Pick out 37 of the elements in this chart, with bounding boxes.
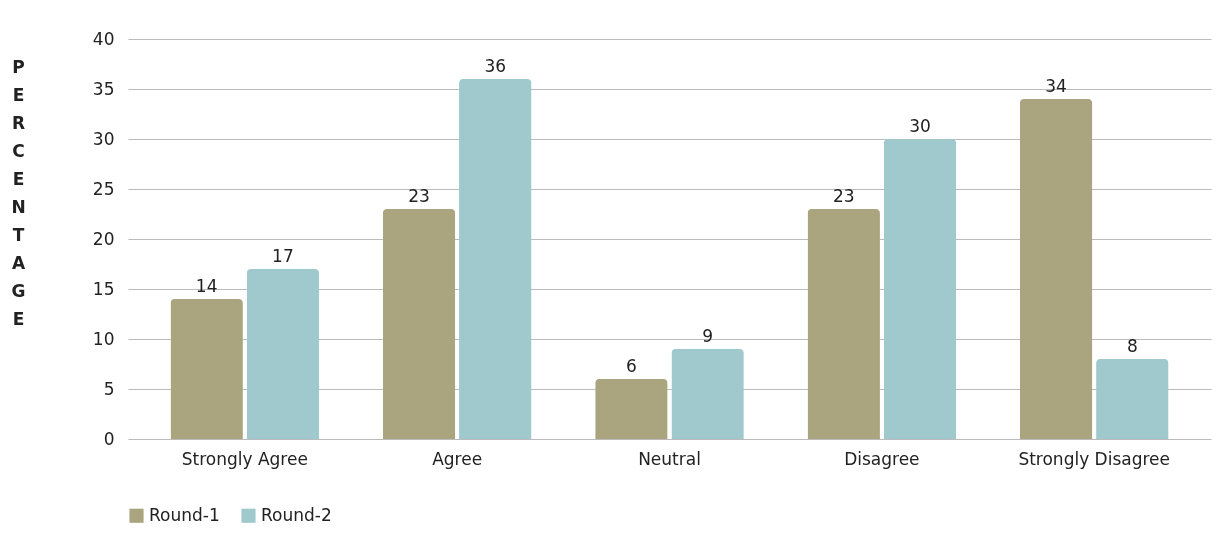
bar: [595, 379, 668, 439]
y-tick-label: 5: [103, 378, 115, 399]
legend-label: Round-2: [261, 504, 332, 525]
data-label: 23: [832, 186, 855, 206]
bar: [459, 79, 532, 439]
x-tick-label: Neutral: [638, 448, 701, 469]
x-tick-label: Strongly Disagree: [1018, 448, 1171, 469]
data-label: 34: [1045, 76, 1067, 96]
data-label: 23: [408, 186, 430, 206]
y-tick-label: 35: [92, 78, 115, 99]
bar: [883, 139, 957, 439]
x-tick-label: Disagree: [844, 448, 920, 469]
y-tick-label: 30: [92, 128, 115, 149]
data-label: 17: [272, 246, 294, 266]
y-tick-label: 25: [92, 178, 115, 199]
legend-label: Round-1: [149, 504, 220, 525]
x-tick-label: Agree: [432, 448, 483, 469]
bar: [1019, 99, 1093, 439]
text: PERCENTAGE: [11, 56, 26, 329]
y-tick-label: 20: [92, 228, 115, 249]
bar: [170, 299, 243, 439]
bar: [246, 269, 320, 439]
bar: [1096, 359, 1169, 439]
y-tick-label: 10: [92, 328, 115, 349]
y-tick-label: 40: [92, 28, 115, 49]
data-label: 9: [702, 326, 714, 346]
x-tick-label: Strongly Agree: [181, 448, 308, 469]
data-label: 8: [1126, 336, 1138, 356]
data-label: 14: [195, 276, 218, 296]
bar: [671, 349, 744, 439]
y-tick-label: 15: [92, 278, 115, 299]
bar: [382, 209, 456, 439]
data-label: 30: [909, 116, 931, 136]
y-tick-label: 0: [103, 428, 115, 449]
bar: [807, 209, 880, 439]
data-label: 36: [484, 56, 507, 76]
data-label: 6: [625, 356, 637, 376]
